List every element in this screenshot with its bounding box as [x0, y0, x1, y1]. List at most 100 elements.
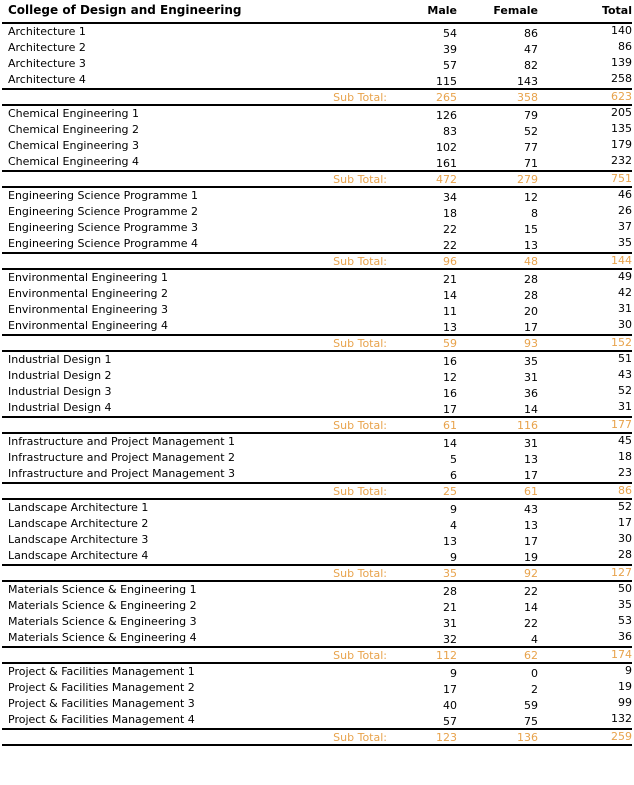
subtotal-label: Sub Total: — [2, 252, 387, 270]
total-value: 17 — [618, 516, 632, 529]
subtotal-male-value: 25 — [387, 482, 457, 500]
male-value: 57 — [443, 59, 457, 72]
male-value: 83 — [443, 125, 457, 138]
total-value: 179 — [611, 138, 632, 151]
total-value: 43 — [618, 368, 632, 381]
table-row: Environmental Engineering 1 21 28 49 — [2, 269, 632, 286]
table-row: Chemical Engineering 1 126 79 205 — [2, 105, 632, 122]
row-label: Architecture 4 — [8, 73, 86, 86]
table-row: Industrial Design 3 16 36 52 — [2, 384, 632, 400]
female-value: 12 — [524, 191, 538, 204]
total-value: 30 — [618, 532, 632, 545]
subtotal-female-value: 279 — [457, 170, 538, 188]
table-row: Engineering Science Programme 3 22 15 37 — [2, 220, 632, 236]
subtotal-total-value: 152 — [538, 334, 632, 352]
female-value: 35 — [524, 355, 538, 368]
subtotal-label: Sub Total: — [2, 416, 387, 434]
row-label: Infrastructure and Project Management 1 — [8, 435, 236, 448]
total-value: 37 — [618, 220, 632, 233]
total-value: 36 — [618, 630, 632, 643]
row-label: Materials Science & Engineering 1 — [8, 583, 197, 596]
male-value: 39 — [443, 43, 457, 56]
total-value: 26 — [618, 204, 632, 217]
row-label: Project & Facilities Management 2 — [8, 681, 195, 694]
row-label: Industrial Design 4 — [8, 401, 112, 414]
subtotal-row: Sub Total: 59 93 152 — [2, 334, 632, 352]
row-label: Engineering Science Programme 2 — [8, 205, 199, 218]
table-row: Materials Science & Engineering 1 28 22 50 — [2, 581, 632, 598]
row-label: Materials Science & Engineering 2 — [8, 599, 197, 612]
female-value: 31 — [524, 437, 538, 450]
subtotal-label: Sub Total: — [2, 728, 387, 746]
female-value: 19 — [524, 551, 538, 564]
male-value: 115 — [436, 75, 457, 88]
subtotal-male-value: 61 — [387, 416, 457, 434]
table-row: Project & Facilities Management 4 57 75 132 — [2, 712, 632, 729]
female-value: 82 — [524, 59, 538, 72]
subtotal-row: Sub Total: 472 279 751 — [2, 170, 632, 188]
male-value: 34 — [443, 191, 457, 204]
female-value: 13 — [524, 453, 538, 466]
subtotal-female-value: 116 — [457, 416, 538, 434]
total-value: 52 — [618, 384, 632, 397]
subtotal-female-value: 62 — [457, 646, 538, 664]
male-value: 14 — [443, 289, 457, 302]
table-row: Architecture 1 54 86 140 — [2, 23, 632, 40]
total-value: 28 — [618, 548, 632, 561]
male-value: 9 — [450, 503, 457, 516]
row-label: Landscape Architecture 4 — [8, 549, 149, 562]
table-row: Engineering Science Programme 4 22 13 35 — [2, 236, 632, 253]
table-row: Materials Science & Engineering 3 31 22 53 — [2, 614, 632, 630]
total-value: 52 — [618, 500, 632, 513]
table-row: Industrial Design 4 17 14 31 — [2, 400, 632, 417]
table-row: Project & Facilities Management 3 40 59 99 — [2, 696, 632, 712]
male-value: 13 — [443, 535, 457, 548]
male-value: 102 — [436, 141, 457, 154]
column-header-male: Male — [387, 3, 457, 24]
row-label: Architecture 2 — [8, 41, 86, 54]
female-value: 4 — [531, 633, 538, 646]
subtotal-total-value: 86 — [538, 482, 632, 500]
table-row: Project & Facilities Management 1 9 0 9 — [2, 663, 632, 680]
subtotal-row: Sub Total: 112 62 174 — [2, 646, 632, 664]
total-value: 45 — [618, 434, 632, 447]
total-value: 86 — [618, 40, 632, 53]
subtotal-total-value: 174 — [538, 646, 632, 664]
table-row: Environmental Engineering 3 11 20 31 — [2, 302, 632, 318]
row-label: Engineering Science Programme 1 — [8, 189, 199, 202]
total-value: 51 — [618, 352, 632, 365]
subtotal-male-value: 472 — [387, 170, 457, 188]
female-value: 47 — [524, 43, 538, 56]
female-value: 77 — [524, 141, 538, 154]
total-value: 139 — [611, 56, 632, 69]
subtotal-female-value: 92 — [457, 564, 538, 582]
row-label: Environmental Engineering 3 — [8, 303, 169, 316]
table-row: Chemical Engineering 3 102 77 179 — [2, 138, 632, 154]
male-value: 13 — [443, 321, 457, 334]
subtotal-row: Sub Total: 35 92 127 — [2, 564, 632, 582]
male-value: 9 — [450, 667, 457, 680]
female-value: 17 — [524, 469, 538, 482]
subtotal-male-value: 123 — [387, 728, 457, 746]
table-row: Infrastructure and Project Management 3 6… — [2, 466, 632, 483]
total-value: 99 — [618, 696, 632, 709]
subtotal-label: Sub Total: — [2, 564, 387, 582]
female-value: 43 — [524, 503, 538, 516]
male-value: 54 — [443, 27, 457, 40]
row-label: Project & Facilities Management 4 — [8, 713, 195, 726]
total-value: 35 — [618, 236, 632, 249]
table-row: Materials Science & Engineering 4 32 4 36 — [2, 630, 632, 647]
subtotal-total-value: 623 — [538, 88, 632, 106]
total-value: 23 — [618, 466, 632, 479]
female-value: 14 — [524, 601, 538, 614]
header-row: College of Design and Engineering Male F… — [2, 3, 632, 24]
male-value: 11 — [443, 305, 457, 318]
total-value: 31 — [618, 302, 632, 315]
subtotal-label: Sub Total: — [2, 170, 387, 188]
total-value: 31 — [618, 400, 632, 413]
total-value: 30 — [618, 318, 632, 331]
row-label: Landscape Architecture 2 — [8, 517, 149, 530]
total-value: 49 — [618, 270, 632, 283]
female-value: 22 — [524, 585, 538, 598]
table-row: Engineering Science Programme 1 34 12 46 — [2, 187, 632, 204]
